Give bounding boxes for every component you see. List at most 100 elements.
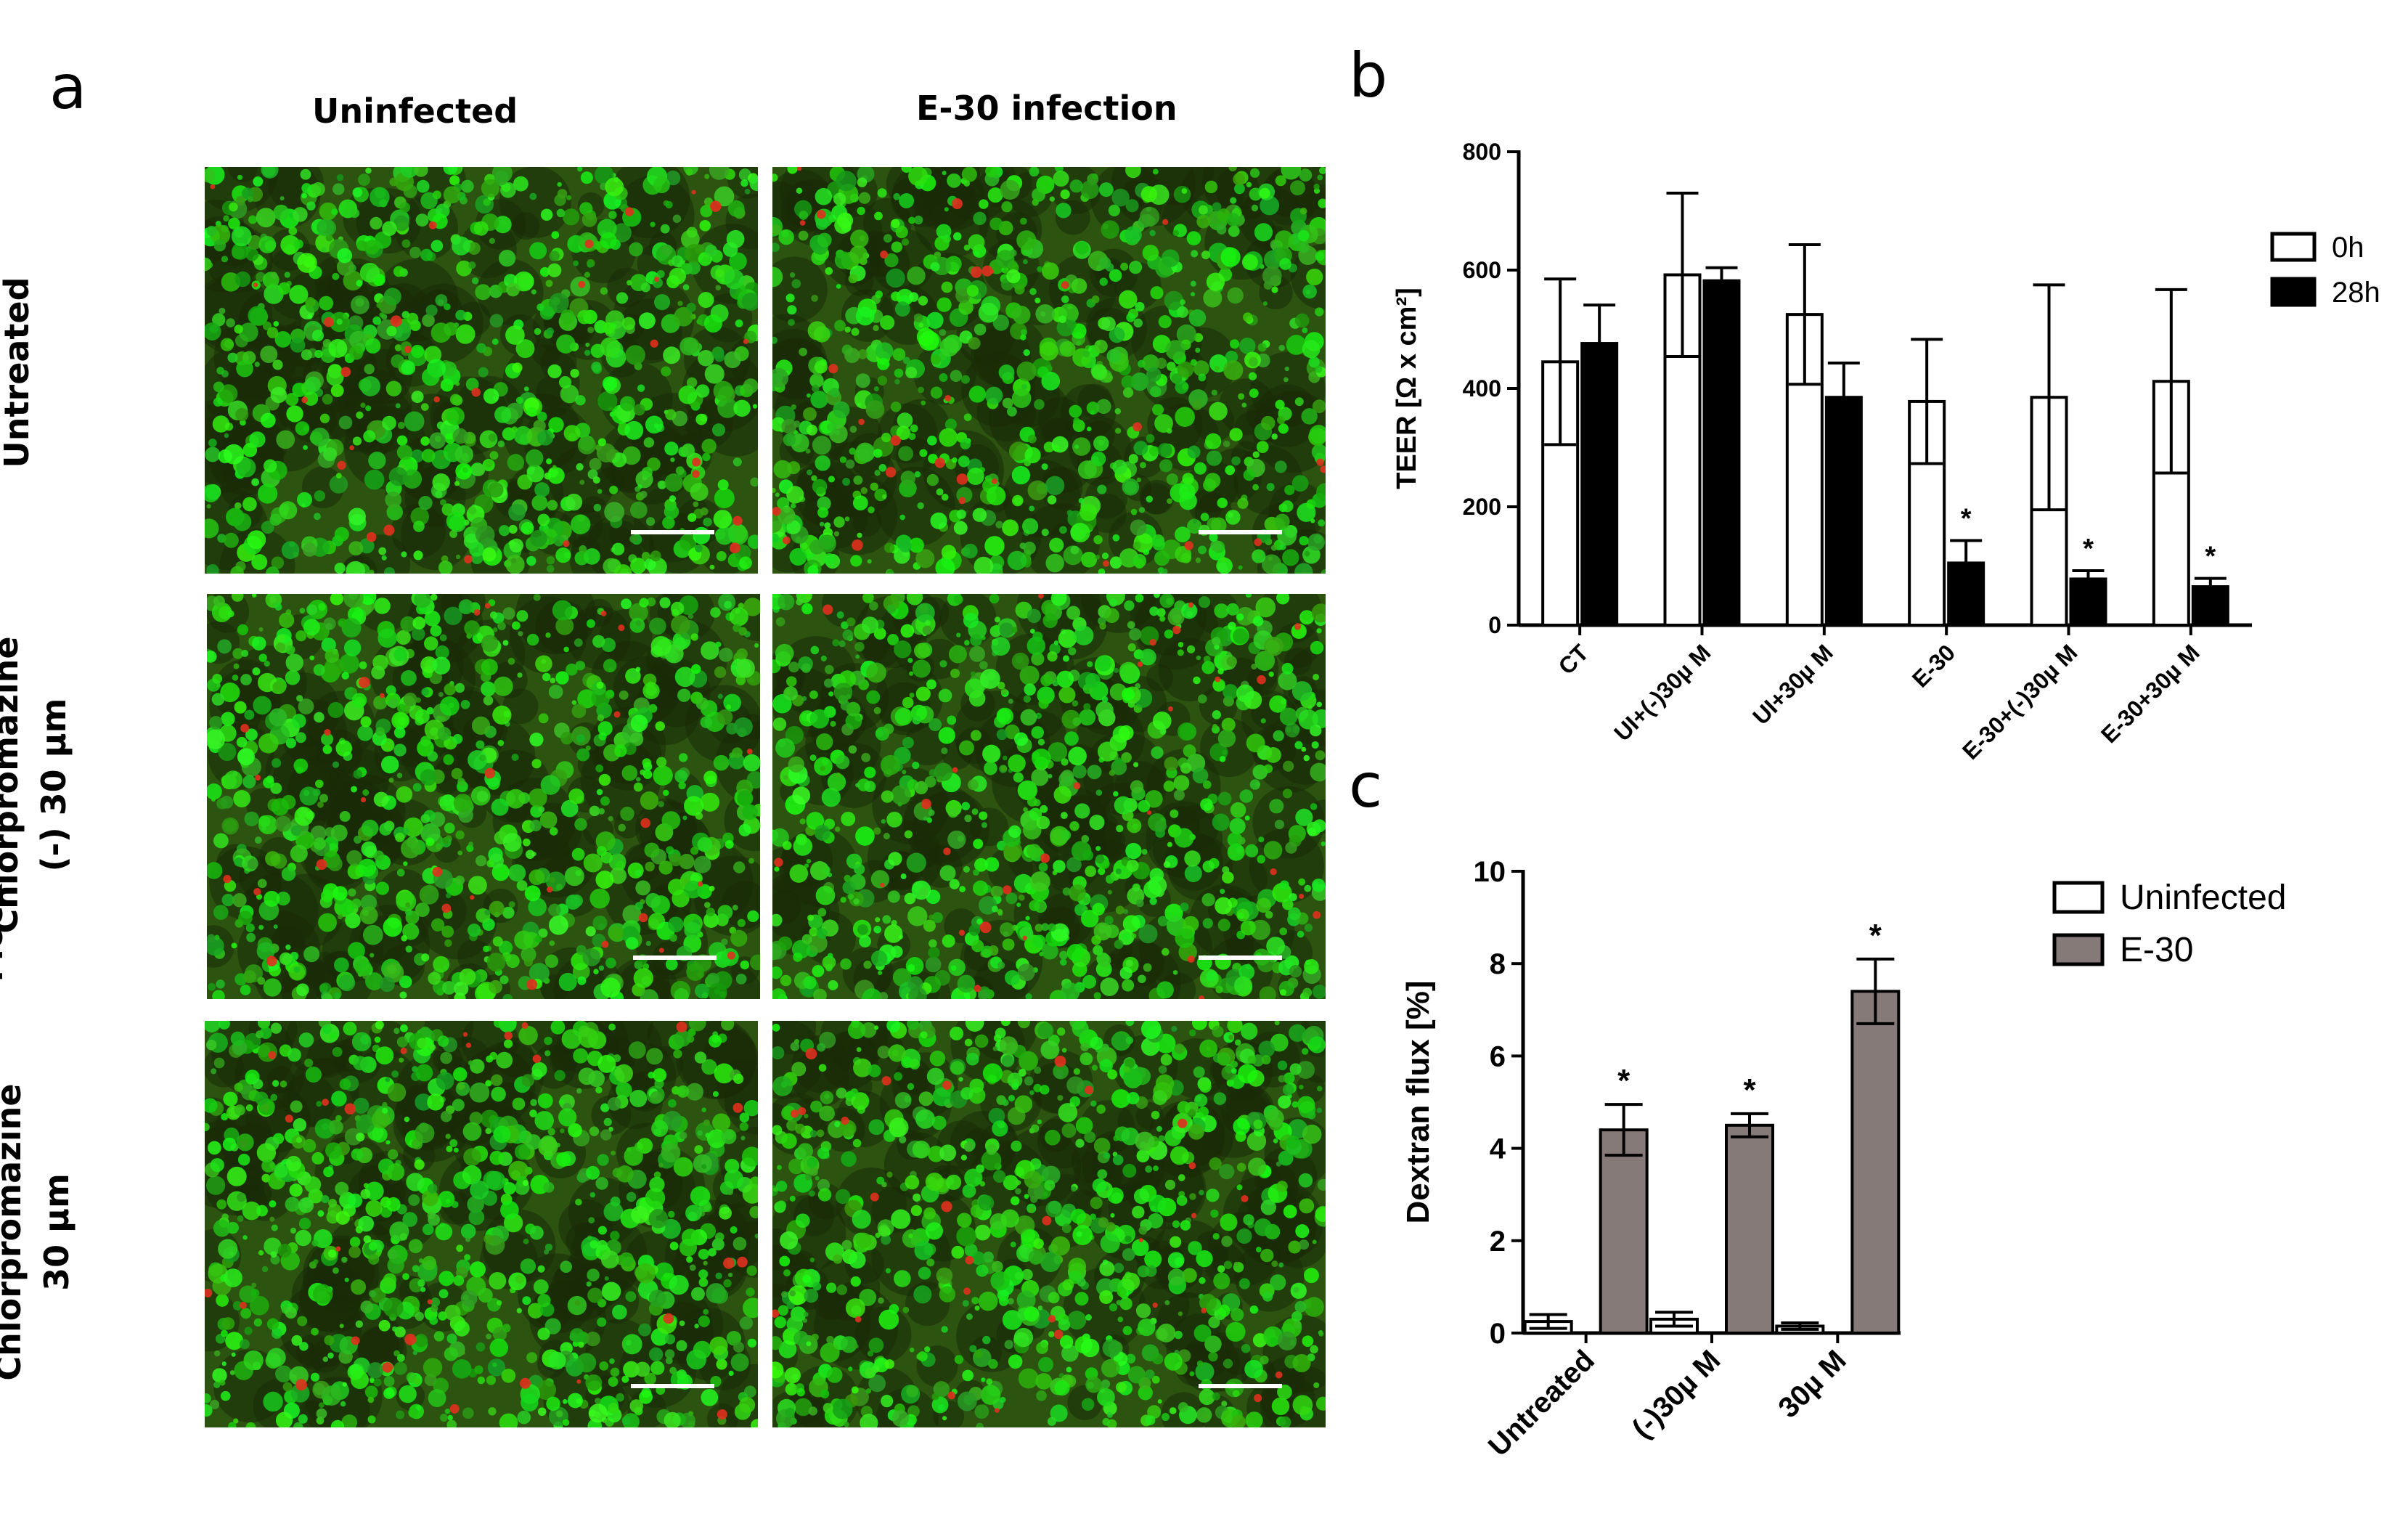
green-cell bbox=[393, 727, 406, 738]
green-cell bbox=[679, 534, 697, 551]
green-cell bbox=[693, 501, 699, 508]
green-cell bbox=[1098, 867, 1106, 876]
green-cell bbox=[399, 1057, 404, 1063]
green-cell bbox=[598, 965, 605, 971]
green-cell bbox=[732, 623, 741, 632]
green-cell bbox=[979, 661, 988, 670]
green-cell bbox=[328, 1199, 337, 1207]
green-cell bbox=[963, 865, 970, 873]
green-cell bbox=[1136, 477, 1142, 483]
red-puncta bbox=[885, 467, 897, 478]
red-puncta bbox=[797, 167, 802, 171]
green-cell bbox=[439, 696, 460, 716]
green-cell bbox=[285, 1197, 300, 1212]
green-cell bbox=[455, 554, 461, 560]
green-cell bbox=[403, 861, 408, 866]
green-cell bbox=[1233, 183, 1245, 195]
green-cell bbox=[1252, 616, 1264, 627]
green-cell bbox=[271, 798, 289, 816]
red-puncta bbox=[951, 198, 963, 210]
green-cell bbox=[909, 693, 915, 698]
green-cell bbox=[1090, 451, 1106, 467]
green-cell bbox=[205, 322, 221, 341]
green-cell bbox=[537, 513, 550, 526]
green-cell bbox=[438, 691, 444, 697]
green-cell bbox=[1053, 860, 1066, 873]
green-cell bbox=[257, 484, 278, 504]
green-cell bbox=[1301, 408, 1318, 425]
green-cell bbox=[213, 595, 225, 608]
green-cell bbox=[1190, 359, 1197, 366]
green-cell bbox=[1082, 974, 1097, 989]
green-cell bbox=[1252, 451, 1260, 458]
green-cell bbox=[670, 601, 685, 616]
green-cell bbox=[475, 284, 491, 301]
green-cell bbox=[1206, 272, 1225, 291]
green-cell bbox=[1217, 918, 1230, 932]
green-cell bbox=[568, 1122, 582, 1138]
green-cell bbox=[598, 807, 605, 815]
green-cell bbox=[610, 867, 627, 884]
green-cell bbox=[550, 677, 556, 684]
green-cell bbox=[1182, 383, 1189, 391]
red-puncta bbox=[324, 729, 331, 736]
green-cell bbox=[379, 977, 395, 993]
green-cell bbox=[401, 239, 411, 248]
green-cell bbox=[301, 192, 307, 199]
green-cell bbox=[1167, 842, 1172, 847]
green-cell bbox=[904, 892, 916, 905]
green-cell bbox=[1198, 373, 1207, 382]
green-cell bbox=[1017, 780, 1037, 801]
green-cell bbox=[709, 885, 715, 892]
green-cell bbox=[830, 720, 836, 727]
green-cell bbox=[1238, 565, 1243, 570]
green-cell bbox=[237, 174, 243, 180]
green-cell bbox=[332, 1046, 343, 1057]
green-cell bbox=[348, 888, 356, 897]
green-cell bbox=[1004, 970, 1020, 986]
green-cell bbox=[887, 634, 899, 645]
green-cell bbox=[941, 281, 953, 293]
red-puncta bbox=[441, 903, 452, 913]
green-cell bbox=[1249, 357, 1258, 367]
green-cell bbox=[1016, 361, 1037, 382]
green-cell bbox=[1212, 202, 1222, 212]
green-cell bbox=[834, 251, 852, 269]
green-cell bbox=[264, 1237, 282, 1255]
green-cell bbox=[796, 598, 804, 606]
green-cell bbox=[505, 789, 526, 809]
green-cell bbox=[386, 504, 404, 521]
green-cell bbox=[1158, 315, 1172, 329]
green-cell bbox=[697, 836, 713, 852]
green-cell bbox=[783, 433, 796, 447]
green-cell bbox=[529, 192, 537, 200]
green-cell bbox=[1100, 977, 1119, 996]
green-cell bbox=[984, 386, 1003, 404]
green-cell bbox=[1029, 505, 1035, 512]
green-cell bbox=[956, 509, 966, 519]
green-cell bbox=[926, 817, 933, 823]
green-cell bbox=[237, 1215, 244, 1222]
green-cell bbox=[528, 897, 547, 916]
green-cell bbox=[918, 322, 924, 328]
green-cell bbox=[740, 960, 750, 970]
green-cell bbox=[1149, 897, 1157, 905]
green-cell bbox=[553, 535, 565, 547]
green-cell bbox=[400, 616, 416, 632]
green-cell bbox=[502, 640, 509, 646]
green-cell bbox=[844, 347, 860, 364]
red-puncta bbox=[650, 339, 658, 348]
green-cell bbox=[997, 681, 1005, 690]
green-cell bbox=[715, 285, 722, 291]
green-cell bbox=[375, 727, 385, 736]
green-cell bbox=[433, 955, 450, 973]
green-cell bbox=[579, 202, 593, 216]
green-cell bbox=[418, 495, 433, 510]
green-cell bbox=[577, 309, 592, 325]
green-cell bbox=[364, 1385, 378, 1399]
green-cell bbox=[523, 386, 529, 392]
green-cell bbox=[378, 547, 387, 555]
green-cell bbox=[827, 953, 833, 959]
green-cell bbox=[592, 635, 605, 648]
green-cell bbox=[1011, 388, 1032, 408]
